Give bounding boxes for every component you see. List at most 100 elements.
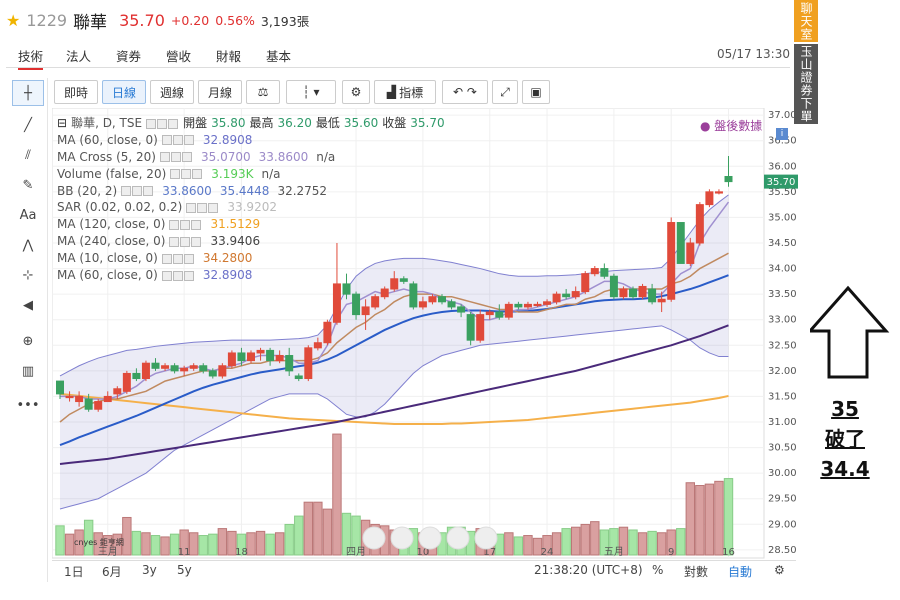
percent-toggle[interactable]: % [652, 563, 664, 577]
legend-controls[interactable] [186, 199, 219, 216]
tab-technical[interactable]: 技術 [18, 46, 44, 70]
legend-controls[interactable] [170, 166, 203, 183]
intraday-button[interactable]: 即時 [54, 80, 98, 104]
zoom-icon[interactable]: ⊕ [22, 333, 34, 349]
tab-institutional[interactable]: 法人 [66, 49, 92, 64]
collapse-icon[interactable]: ⊟ [57, 116, 68, 130]
candle-body [161, 365, 170, 369]
volume-bar [83, 519, 94, 556]
candle-body [485, 311, 494, 316]
candle-body [247, 352, 255, 362]
volume-bar [561, 528, 571, 556]
compare-icon[interactable]: ⚖ [246, 80, 280, 104]
candle-body [495, 311, 504, 318]
candle-body [75, 395, 84, 403]
legend-row[interactable]: MA (10, close, 0) 34.2800 [57, 250, 445, 267]
legend-row[interactable]: MA (240, close, 0) 33.9406 [57, 233, 445, 250]
legend-controls[interactable] [161, 250, 195, 267]
bb-upper-line [59, 194, 729, 377]
legend-row[interactable]: MA (120, close, 0) 31.5129 [57, 216, 445, 233]
log-toggle[interactable]: 對數 [684, 565, 709, 579]
legend-controls[interactable] [169, 233, 202, 250]
indicators-button[interactable]: ▟ 指標 [374, 80, 436, 104]
volume-bar [227, 530, 237, 556]
arrow-left-icon[interactable]: ◀ [23, 297, 33, 313]
y-tick-label: 29.00 [768, 519, 797, 530]
legend-row[interactable]: Volume (false, 20) 3.193K n/a [57, 166, 445, 183]
broker-order-button[interactable]: 玉山證券下單 [794, 44, 818, 124]
legend-value: 32.2752 [277, 183, 328, 198]
settings-icon[interactable]: ⚙ [774, 563, 785, 577]
brush-icon[interactable]: ✎ [22, 177, 34, 193]
crosshair-icon[interactable]: ┼ [12, 80, 44, 106]
more-icon[interactable]: ••• [16, 397, 40, 413]
volume-bar [208, 533, 218, 556]
info-icon[interactable]: i [776, 128, 788, 140]
trendline-icon[interactable]: ╱ [24, 117, 32, 133]
quote-header: ★ 1229 聯華 35.70 +0.20 0.56% 3,193張 [6, 8, 309, 33]
tab-basic[interactable]: 基本 [266, 49, 292, 64]
star-icon[interactable]: ★ [6, 10, 21, 30]
auto-toggle[interactable]: 自動 [728, 565, 753, 579]
volume-bar [532, 537, 543, 556]
nav-dot [474, 526, 498, 550]
legend-value: 35.0700 [200, 149, 251, 164]
nav-dot [418, 526, 442, 550]
candle-body [552, 293, 561, 303]
candle-body [237, 352, 246, 362]
legend-controls[interactable] [161, 267, 195, 284]
undo-redo-icon[interactable]: ↶ ↷ [442, 80, 488, 104]
camera-icon[interactable]: ▣ [522, 80, 550, 104]
tab-financials[interactable]: 財報 [216, 49, 242, 64]
legend-ohlc-row: ⊟ 聯華, D, TSE 開盤 35.80 最高 36.20 最低 35.60 收盤 3… [57, 115, 445, 132]
legend-controls[interactable] [146, 115, 179, 132]
close-value: 35.70 [410, 116, 445, 130]
x-tick-label: 三月 [98, 546, 118, 558]
prediction-icon[interactable]: ⊹ [22, 267, 34, 283]
legend-controls[interactable] [121, 183, 154, 200]
range-5y[interactable]: 5y [177, 563, 192, 577]
candle-body [562, 293, 571, 298]
daily-button[interactable]: 日線 [102, 80, 146, 104]
legend-controls[interactable] [161, 132, 195, 149]
fullscreen-icon[interactable]: ⤢ [492, 80, 518, 104]
candle-body [390, 278, 399, 290]
fib-icon[interactable]: ⫽ [25, 147, 31, 163]
volume-bar [523, 535, 533, 556]
legend-controls[interactable] [169, 216, 202, 233]
range-1d[interactable]: 1日 [64, 565, 84, 579]
legend-row[interactable]: SAR (0.02, 0.02, 0.2) 33.9202 [57, 199, 445, 216]
legend-row[interactable]: MA (60, close, 0) 32.8908 [57, 132, 445, 149]
volume-bar [169, 533, 180, 556]
tab-margin[interactable]: 資券 [116, 49, 142, 64]
x-tick-label: 11 [178, 547, 191, 558]
candle-body [294, 375, 303, 380]
candle-body [418, 301, 427, 308]
candle-body [581, 273, 590, 293]
monthly-button[interactable]: 月線 [198, 80, 242, 104]
legend-row[interactable]: MA (60, close, 0) 32.8908 [57, 267, 445, 284]
candle-style-icon[interactable]: ┆ ▾ [286, 80, 336, 104]
candle-body [724, 175, 733, 183]
candle-body [476, 314, 485, 341]
bb-lower-line [59, 325, 729, 510]
legend-row[interactable]: MA Cross (5, 20) 35.0700 33.8600 n/a [57, 149, 445, 166]
volume-bar [179, 529, 189, 556]
price-chart[interactable]: 28.50 29.00 29.50 30.00 30.50 31.00 31.50 32.00… [52, 108, 798, 560]
range-6m[interactable]: 6月 [102, 565, 122, 579]
legend-value: 33.8600 [258, 149, 309, 164]
range-3y[interactable]: 3y [142, 563, 157, 577]
weekly-button[interactable]: 週線 [150, 80, 194, 104]
chat-room-button[interactable]: 聊天室 [794, 0, 818, 42]
measure-icon[interactable]: ▥ [21, 363, 35, 379]
legend-controls[interactable] [159, 149, 193, 166]
legend-value: 32.8908 [202, 268, 253, 283]
tab-revenue[interactable]: 營收 [166, 49, 192, 64]
after-hours-label[interactable]: ● 盤後數據 [700, 119, 763, 133]
text-tool-icon[interactable]: Aa [19, 207, 37, 223]
gear-icon[interactable]: ⚙ [342, 80, 370, 104]
candle-body [199, 365, 208, 372]
pattern-icon[interactable]: ⋀ [22, 237, 34, 253]
legend-value: n/a [316, 149, 336, 164]
legend-row[interactable]: BB (20, 2) 33.8600 35.4448 32.2752 [57, 183, 445, 200]
